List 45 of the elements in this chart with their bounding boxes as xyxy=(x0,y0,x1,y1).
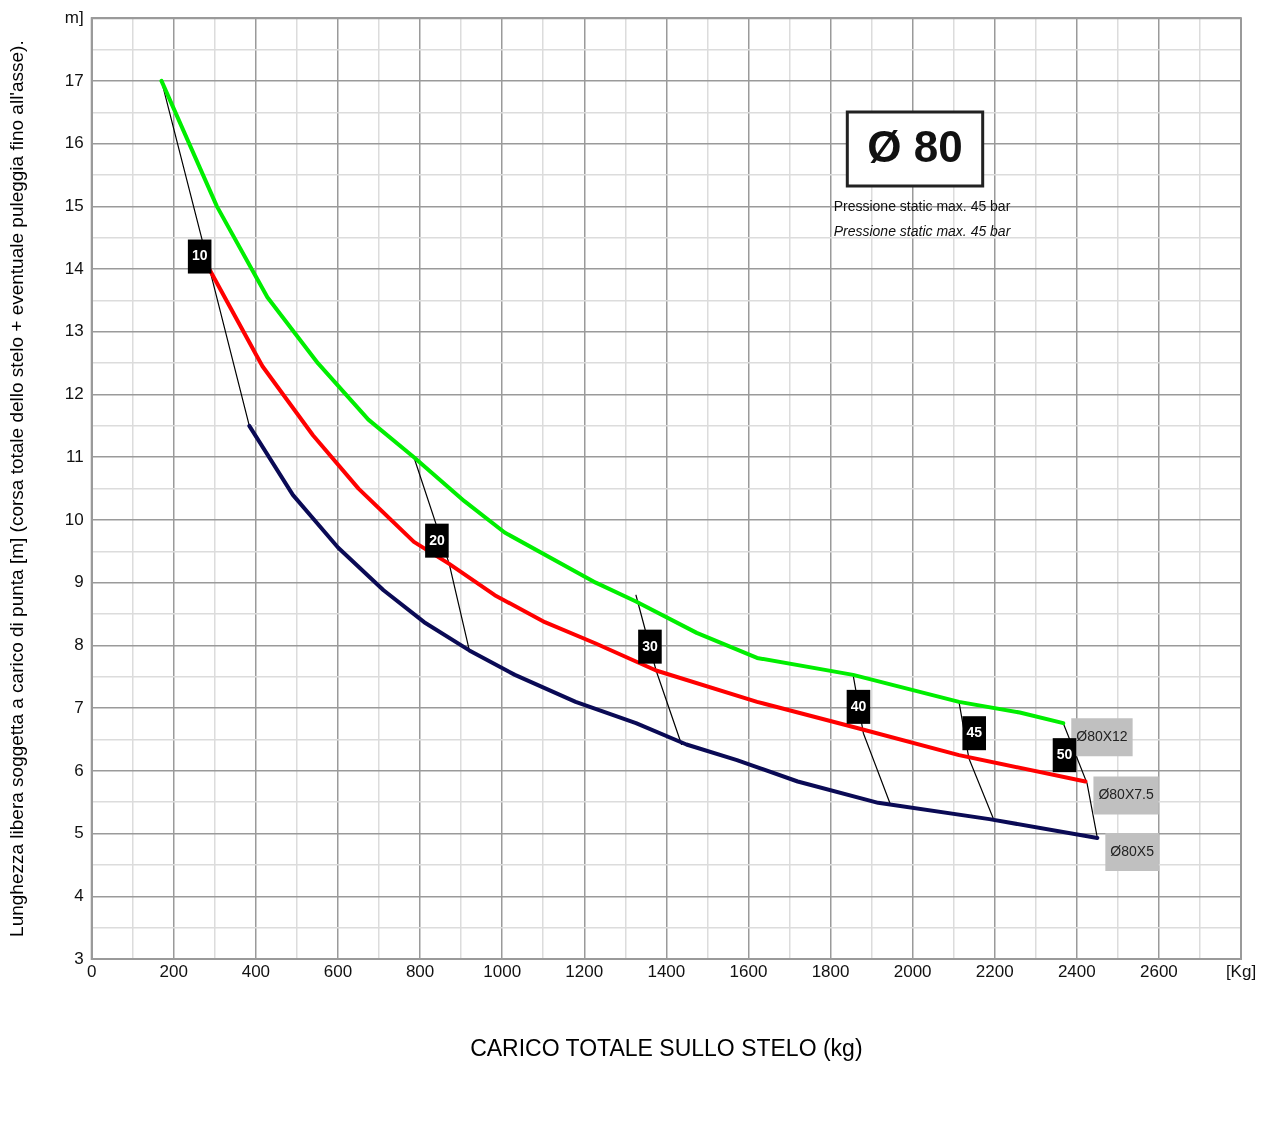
y-tick-label: 14 xyxy=(64,258,84,278)
x-tick-label: 1800 xyxy=(811,961,850,981)
y-tick-label: 15 xyxy=(64,196,84,216)
x-tick-label: 2400 xyxy=(1057,961,1096,981)
y-tick-label: 8 xyxy=(74,635,84,655)
annotation: 20 xyxy=(429,531,445,548)
y-tick-label: 3 xyxy=(74,948,84,968)
annotation: 40 xyxy=(850,697,867,714)
y-axis-title: Lunghezza libera soggetta a carico di punta [m] (corsa totale dello stelo + eventuale puleggia fino all'asse). xyxy=(5,40,27,937)
annotation: 10 xyxy=(191,247,208,264)
x-tick-label: 800 xyxy=(405,961,435,981)
y-tick-label: m] xyxy=(64,7,84,27)
x-axis-title: CARICO TOTALE SULLO STELO (kg) xyxy=(470,1034,863,1061)
y-tick-label: 17 xyxy=(64,70,84,90)
x-tick-label: 200 xyxy=(159,961,188,981)
y-tick-label: 5 xyxy=(74,823,84,843)
y-tick-label: 11 xyxy=(66,446,84,466)
y-tick-label: 10 xyxy=(64,509,84,529)
x-tick-label: 0 xyxy=(86,961,97,981)
series-label: Ø80X5 xyxy=(1110,842,1155,859)
x-tick-label: 2000 xyxy=(893,961,932,981)
y-tick-label: 9 xyxy=(74,572,84,592)
annotation: 45 xyxy=(966,724,983,741)
annotation: 50 xyxy=(1056,746,1073,763)
y-tick-label: 7 xyxy=(74,697,84,717)
y-tick-label: 4 xyxy=(74,885,84,905)
x-tick-label: 400 xyxy=(241,961,271,981)
y-tick-label: 12 xyxy=(64,384,84,404)
series-label: Ø80X12 xyxy=(1076,728,1128,745)
annotation: 30 xyxy=(642,637,658,654)
y-tick-label: 16 xyxy=(64,133,84,153)
annotation: Ø 80 xyxy=(867,122,963,172)
y-tick-label: 6 xyxy=(74,760,84,780)
x-tick-label: 600 xyxy=(323,961,353,981)
x-tick-label: 1000 xyxy=(483,961,522,981)
y-tick-label: 13 xyxy=(64,321,84,341)
x-tick-label: [Kg] xyxy=(1225,961,1257,981)
annotation: Pressione static max. 45 bar xyxy=(833,197,1011,214)
x-tick-label: 1600 xyxy=(729,961,768,981)
x-tick-label: 2200 xyxy=(975,961,1014,981)
x-tick-label: 2600 xyxy=(1139,961,1178,981)
annotation: Pressione static max. 45 bar xyxy=(833,222,1012,239)
series-label: Ø80X7.5 xyxy=(1098,786,1154,803)
x-tick-label: 1200 xyxy=(565,961,604,981)
x-tick-label: 1400 xyxy=(647,961,686,981)
